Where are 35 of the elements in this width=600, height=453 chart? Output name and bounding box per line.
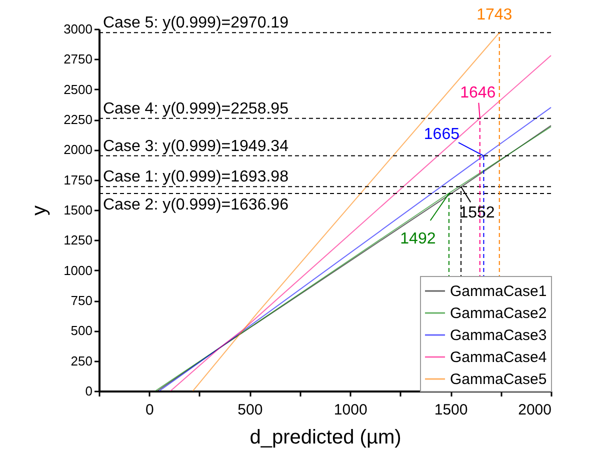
- x-tick-label: 500: [238, 402, 263, 418]
- y-axis-title: y: [28, 206, 51, 216]
- y-tick-label: 2250: [64, 112, 92, 127]
- legend-label: GammaCase1: [450, 283, 547, 300]
- x-tick-label: 2000: [518, 402, 552, 418]
- y-tick-label: 1750: [64, 172, 92, 188]
- x-axis-title: d_predicted (µm): [250, 426, 402, 448]
- legend-label: GammaCase4: [450, 349, 547, 366]
- y-tick-label: 1500: [64, 202, 92, 218]
- ref-line-label: Case 5: y(0.999)=2970.19: [103, 14, 289, 32]
- annotation: 1665: [424, 126, 460, 143]
- legend-label: GammaCase2: [450, 305, 547, 322]
- y-tick-label: 2500: [64, 82, 92, 97]
- x-tick-label: 1500: [434, 402, 468, 418]
- x-tick-label: 0: [146, 402, 154, 418]
- annotation: 1646: [460, 84, 496, 102]
- y-tick-label: 500: [70, 323, 92, 338]
- y-tick-label: 1250: [64, 232, 92, 248]
- legend-label: GammaCase3: [450, 327, 547, 344]
- y-tick-label: 250: [70, 353, 92, 368]
- y-tick-label: 750: [70, 293, 92, 308]
- ref-line-label: Case 3: y(0.999)=1949.34: [103, 138, 289, 155]
- y-tick-label: 0: [85, 384, 92, 398]
- y-tick-label: 2750: [64, 52, 92, 67]
- y-tick-label: 2000: [64, 142, 92, 158]
- legend-label: GammaCase5: [450, 371, 547, 388]
- annotation: 1492: [400, 230, 436, 248]
- annotation: 1552: [459, 204, 495, 222]
- ref-line-label: Case 1: y(0.999)=1693.98: [103, 168, 289, 186]
- x-tick-label: 1000: [334, 402, 368, 418]
- annotation: 1743: [476, 6, 512, 24]
- y-tick-label: 3000: [64, 22, 92, 36]
- ref-line-label: Case 4: y(0.999)=2258.95: [103, 100, 289, 118]
- y-tick-label: 1000: [64, 262, 92, 278]
- ref-line-label: Case 2: y(0.999)=1636.96: [103, 196, 289, 214]
